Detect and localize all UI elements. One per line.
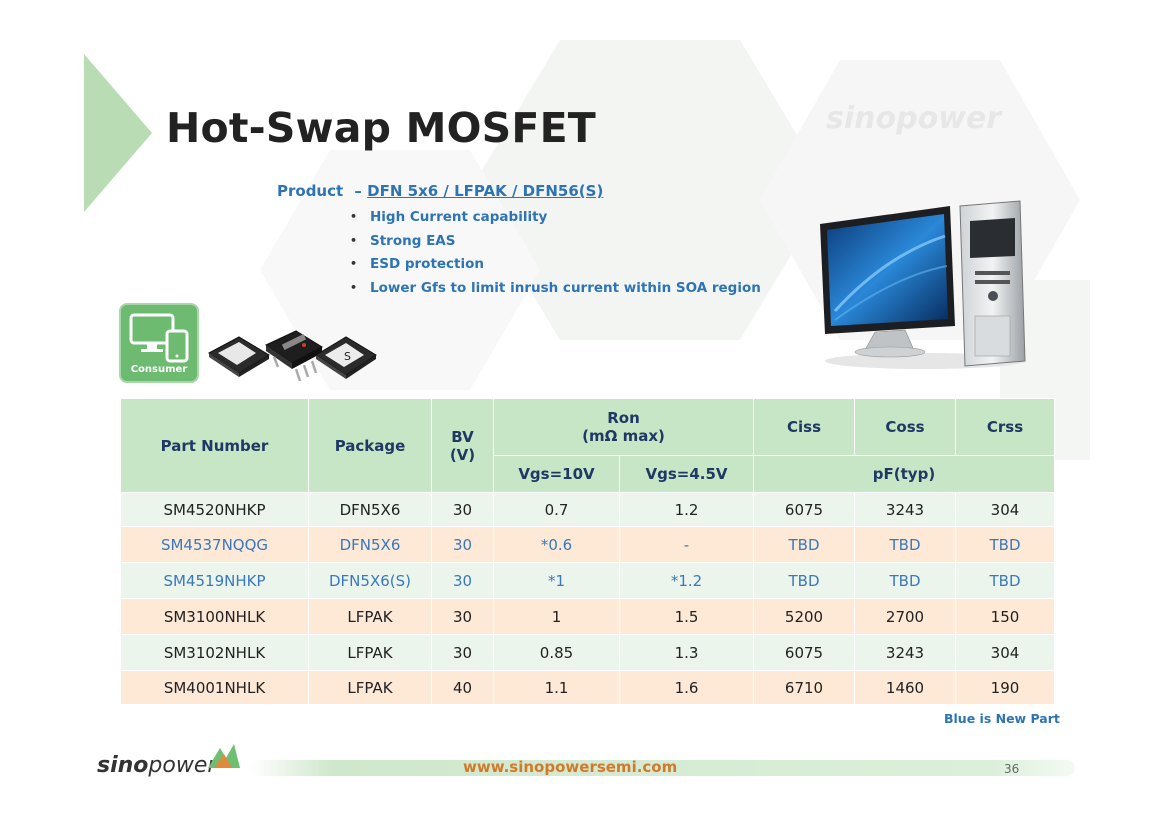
cell-part: SM4519NHKP (120, 562, 309, 599)
cell-ron-4-5v: 1.6 (619, 670, 754, 705)
feature-list: High Current capability Strong EAS ESD p… (350, 208, 761, 302)
footer-logo-rest: power (148, 753, 217, 778)
table-row: SM4520NHKP DFN5X6 30 0.7 1.2 6075 3243 3… (120, 492, 1055, 527)
page-number: 36 (1004, 762, 1020, 776)
cell-crss: TBD (955, 526, 1055, 563)
cell-bv: 30 (431, 634, 494, 671)
cell-bv: 30 (431, 526, 494, 563)
cell-coss: 3243 (854, 492, 956, 527)
product-label: Product (277, 182, 344, 200)
cell-ciss: 6075 (753, 492, 855, 527)
table-row: SM4519NHKP DFN5X6(S) 30 *1 *1.2 TBD TBD … (120, 562, 1055, 599)
header-bv-label: BV (451, 427, 474, 446)
cell-ciss: TBD (753, 562, 855, 599)
cell-package: LFPAK (308, 670, 432, 705)
header-coss: Coss (854, 398, 956, 456)
product-line: Product – DFN 5x6 / LFPAK / DFN56(S) (277, 182, 603, 200)
cell-part: SM4001NHLK (120, 670, 309, 705)
cell-ciss: TBD (753, 526, 855, 563)
cell-ron-4-5v: 1.3 (619, 634, 754, 671)
cell-package: LFPAK (308, 634, 432, 671)
header-package: Package (308, 398, 432, 493)
cell-ron-4-5v: 1.5 (619, 598, 754, 635)
cell-coss: TBD (854, 562, 956, 599)
header-pf-typ: pF(typ) (753, 455, 1055, 493)
header-ron: Ron (mΩ max) (493, 398, 754, 456)
header-ron-label: Ron (607, 409, 640, 427)
footer-bar (250, 760, 1075, 776)
cell-ron-10v: *0.6 (493, 526, 620, 563)
chip-s-mark: S (344, 350, 351, 363)
cell-bv: 30 (431, 562, 494, 599)
cell-ron-10v: 0.7 (493, 492, 620, 527)
cell-bv: 30 (431, 598, 494, 635)
product-dash: – (354, 182, 362, 200)
header-bv: BV (V) (431, 398, 494, 493)
cell-crss: TBD (955, 562, 1055, 599)
feature-item: High Current capability (350, 208, 761, 232)
header-ciss: Ciss (753, 398, 855, 456)
cell-coss: TBD (854, 526, 956, 563)
footer-logo-bold: sino (97, 753, 149, 778)
cell-bv: 40 (431, 670, 494, 705)
desktop-computer-icon (820, 200, 1026, 369)
cell-package: DFN5X6 (308, 526, 432, 563)
dfn-s-package-icon: S (315, 336, 377, 379)
page-title: Hot-Swap MOSFET (166, 104, 596, 152)
footer-logo: sinopower (97, 753, 216, 778)
cell-ron-10v: 0.85 (493, 634, 620, 671)
table-row: SM4001NHLK LFPAK 40 1.1 1.6 6710 1460 19… (120, 670, 1055, 705)
table-row: SM3100NHLK LFPAK 30 1 1.5 5200 2700 150 (120, 598, 1055, 635)
header-vgs-4-5v: Vgs=4.5V (619, 455, 754, 493)
new-part-note: Blue is New Part (944, 711, 1060, 726)
cell-coss: 3243 (854, 634, 956, 671)
brand-watermark: sinopower (826, 101, 1002, 136)
cell-crss: 150 (955, 598, 1055, 635)
header-crss: Crss (955, 398, 1055, 456)
cell-ciss: 5200 (753, 598, 855, 635)
title-accent-triangle (84, 54, 152, 212)
table-row: SM3102NHLK LFPAK 30 0.85 1.3 6075 3243 3… (120, 634, 1055, 671)
header-vgs-10v: Vgs=10V (493, 455, 620, 493)
cell-crss: 304 (955, 634, 1055, 671)
cell-part: SM3102NHLK (120, 634, 309, 671)
cell-bv: 30 (431, 492, 494, 527)
cell-crss: 304 (955, 492, 1055, 527)
monitor-tablet-icon (129, 313, 189, 363)
dfn-package-icon (208, 336, 270, 377)
cell-part: SM3100NHLK (120, 598, 309, 635)
cell-package: DFN5X6 (308, 492, 432, 527)
header-bv-unit: (V) (449, 445, 476, 464)
mosfet-package-images: S (208, 330, 377, 382)
consumer-label: Consumer (130, 364, 188, 375)
header-part-number: Part Number (120, 398, 309, 493)
cell-part: SM4537NQQG (120, 526, 309, 563)
spec-table: Part Number Package BV (V) Ron (mΩ max) … (120, 398, 1055, 705)
feature-item: Strong EAS (350, 232, 761, 256)
consumer-badge: Consumer (119, 303, 199, 383)
product-packages: DFN 5x6 / LFPAK / DFN56(S) (367, 182, 604, 200)
cell-ciss: 6075 (753, 634, 855, 671)
feature-item: ESD protection (350, 255, 761, 279)
cell-ciss: 6710 (753, 670, 855, 705)
cell-ron-4-5v: *1.2 (619, 562, 754, 599)
website-link[interactable]: www.sinopowersemi.com (463, 758, 678, 776)
cell-ron-10v: *1 (493, 562, 620, 599)
cell-ron-4-5v: - (619, 526, 754, 563)
cell-crss: 190 (955, 670, 1055, 705)
cell-coss: 2700 (854, 598, 956, 635)
feature-item: Lower Gfs to limit inrush current within… (350, 279, 761, 303)
lfpak-package-icon (264, 330, 324, 382)
cell-part: SM4520NHKP (120, 492, 309, 527)
table-row: SM4537NQQG DFN5X6 30 *0.6 - TBD TBD TBD (120, 526, 1055, 563)
cell-package: LFPAK (308, 598, 432, 635)
logo-mark-icon (208, 744, 240, 768)
cell-ron-10v: 1.1 (493, 670, 620, 705)
cell-ron-4-5v: 1.2 (619, 492, 754, 527)
cell-ron-10v: 1 (493, 598, 620, 635)
header-ron-unit: (mΩ max) (582, 427, 665, 445)
cell-coss: 1460 (854, 670, 956, 705)
cell-package: DFN5X6(S) (308, 562, 432, 599)
